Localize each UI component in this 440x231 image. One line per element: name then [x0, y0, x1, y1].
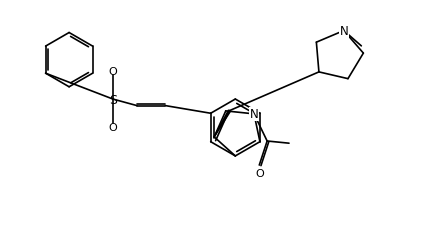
Text: O: O	[109, 122, 117, 132]
Text: S: S	[109, 93, 117, 106]
Text: O: O	[109, 67, 117, 77]
Text: O: O	[255, 168, 264, 178]
Polygon shape	[214, 111, 231, 137]
Text: N: N	[339, 25, 348, 38]
Text: N: N	[249, 108, 258, 121]
